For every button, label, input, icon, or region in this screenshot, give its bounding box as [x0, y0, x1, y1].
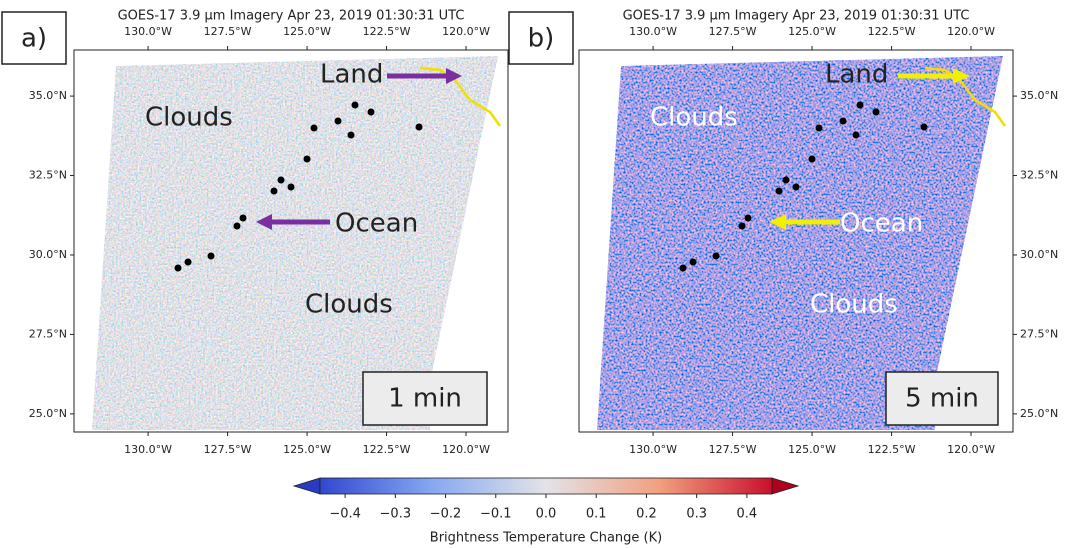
- coastline: [419, 66, 502, 127]
- colorbar-tick-label: 0.0: [536, 507, 557, 522]
- colorbar-extend: [771, 477, 800, 495]
- panel-label-box: [1, 11, 67, 65]
- panel-title: GOES-17 3.9 μm Imagery Apr 23, 2019 01:3…: [623, 9, 970, 24]
- lon-tick-label: 127.5°W: [709, 25, 757, 38]
- lon-tick-label: 120.0°W: [442, 443, 490, 456]
- lat-tick-label: 25.0°N: [29, 407, 67, 420]
- panel-label: a): [21, 24, 47, 54]
- lon-tick-label: 120.0°W: [947, 443, 995, 456]
- lat-tick-label: 35.0°N: [29, 89, 67, 102]
- lon-tick-label: 130.0°W: [629, 25, 677, 38]
- panel-label-box: [508, 11, 574, 65]
- colorbar: [319, 477, 773, 495]
- imagery: [73, 49, 1014, 433]
- swath: [597, 56, 1003, 430]
- lat-tick-label: 30.0°N: [1020, 248, 1058, 261]
- panel-label: b): [528, 24, 555, 54]
- lon-tick-label: 122.5°W: [363, 443, 411, 456]
- annotation: Ocean: [840, 209, 923, 239]
- lat-tick-label: 35.0°N: [1020, 89, 1058, 102]
- colorbar-tick-label: −0.1: [480, 507, 512, 522]
- swath: [92, 56, 498, 430]
- time-box: [362, 371, 488, 426]
- lon-tick-label: 125.0°W: [283, 443, 331, 456]
- annotation: Clouds: [810, 290, 898, 320]
- lon-tick-label: 127.5°W: [709, 443, 757, 456]
- colorbar-label: Brightness Temperature Change (K): [430, 531, 662, 546]
- time-label: 1 min: [388, 384, 462, 414]
- annotation: Ocean: [335, 209, 418, 239]
- colorbar-tick-label: −0.2: [430, 507, 462, 522]
- lon-tick-label: 125.0°W: [788, 443, 836, 456]
- coastline: [924, 66, 1007, 127]
- lat-tick-label: 30.0°N: [29, 248, 67, 261]
- colorbar-tick-label: 0.1: [586, 507, 607, 522]
- lon-tick-label: 122.5°W: [868, 443, 916, 456]
- lon-tick-label: 130.0°W: [124, 25, 172, 38]
- annotation: Clouds: [305, 290, 393, 320]
- lon-tick-label: 125.0°W: [788, 25, 836, 38]
- time-label: 5 min: [905, 384, 979, 414]
- lon-tick-label: 120.0°W: [442, 25, 490, 38]
- lon-tick-label: 122.5°W: [868, 25, 916, 38]
- lon-tick-label: 130.0°W: [629, 443, 677, 456]
- lat-tick-label: 32.5°N: [29, 169, 67, 182]
- lat-tick-label: 32.5°N: [1020, 169, 1058, 182]
- annotation: Clouds: [650, 103, 738, 133]
- lat-tick-label: 27.5°N: [1020, 327, 1058, 340]
- colorbar-tick-label: 0.3: [686, 507, 707, 522]
- lon-tick-label: 130.0°W: [124, 443, 172, 456]
- lon-tick-label: 125.0°W: [283, 25, 331, 38]
- panel-title: GOES-17 3.9 μm Imagery Apr 23, 2019 01:3…: [118, 9, 465, 24]
- colorbar-extend: [292, 477, 321, 495]
- lon-tick-label: 127.5°W: [204, 443, 252, 456]
- sites: [174, 101, 928, 272]
- colorbar-tick-label: −0.4: [329, 507, 361, 522]
- annotation: Clouds: [145, 103, 233, 133]
- lon-tick-label: 127.5°W: [204, 25, 252, 38]
- lon-tick-label: 120.0°W: [947, 25, 995, 38]
- arrows: [256, 68, 970, 230]
- colorbar-tick-label: 0.2: [636, 507, 657, 522]
- lon-tick-label: 122.5°W: [363, 25, 411, 38]
- colorbar-tick-label: −0.3: [380, 507, 412, 522]
- lat-tick-label: 25.0°N: [1020, 407, 1058, 420]
- annotation: Land: [825, 60, 888, 90]
- annotation: Land: [320, 60, 383, 90]
- time-box: [885, 371, 999, 426]
- lat-tick-label: 27.5°N: [29, 327, 67, 340]
- colorbar-tick-label: 0.4: [737, 507, 758, 522]
